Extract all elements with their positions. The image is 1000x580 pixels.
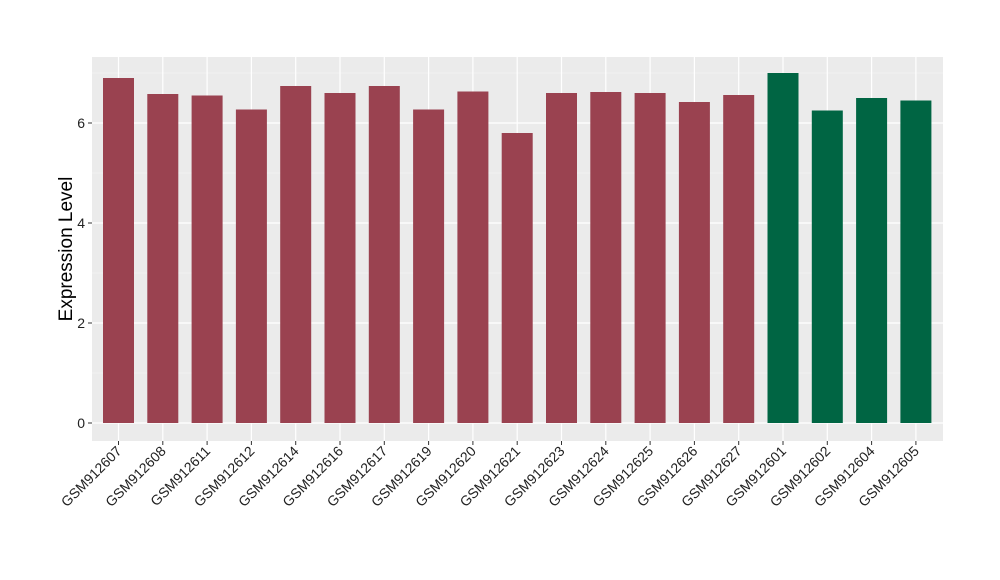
bar	[324, 93, 356, 423]
bar	[634, 93, 666, 423]
y-axis-title: Expression Level	[56, 177, 77, 322]
bar	[147, 94, 179, 423]
bar	[723, 95, 755, 423]
bar	[767, 73, 799, 423]
y-tick-label: 2	[77, 315, 85, 331]
bar	[413, 109, 445, 423]
bar	[501, 133, 533, 423]
bar	[103, 78, 134, 423]
bar	[678, 102, 710, 423]
x-axis: GSM912607GSM912608GSM912611GSM912612GSM9…	[58, 441, 922, 510]
bars	[103, 73, 932, 423]
bar	[811, 110, 843, 423]
bar	[457, 91, 489, 423]
y-axis: 0 2 4 6	[77, 115, 92, 431]
y-tick-label: 4	[77, 215, 85, 231]
bar	[280, 86, 312, 423]
bar	[546, 93, 577, 423]
bar	[900, 100, 932, 423]
y-tick-label: 0	[77, 415, 85, 431]
bar	[590, 92, 622, 423]
bar	[368, 86, 400, 423]
bar	[856, 98, 888, 423]
bar	[235, 109, 267, 423]
y-tick-label: 6	[77, 115, 85, 131]
bar	[191, 95, 223, 423]
